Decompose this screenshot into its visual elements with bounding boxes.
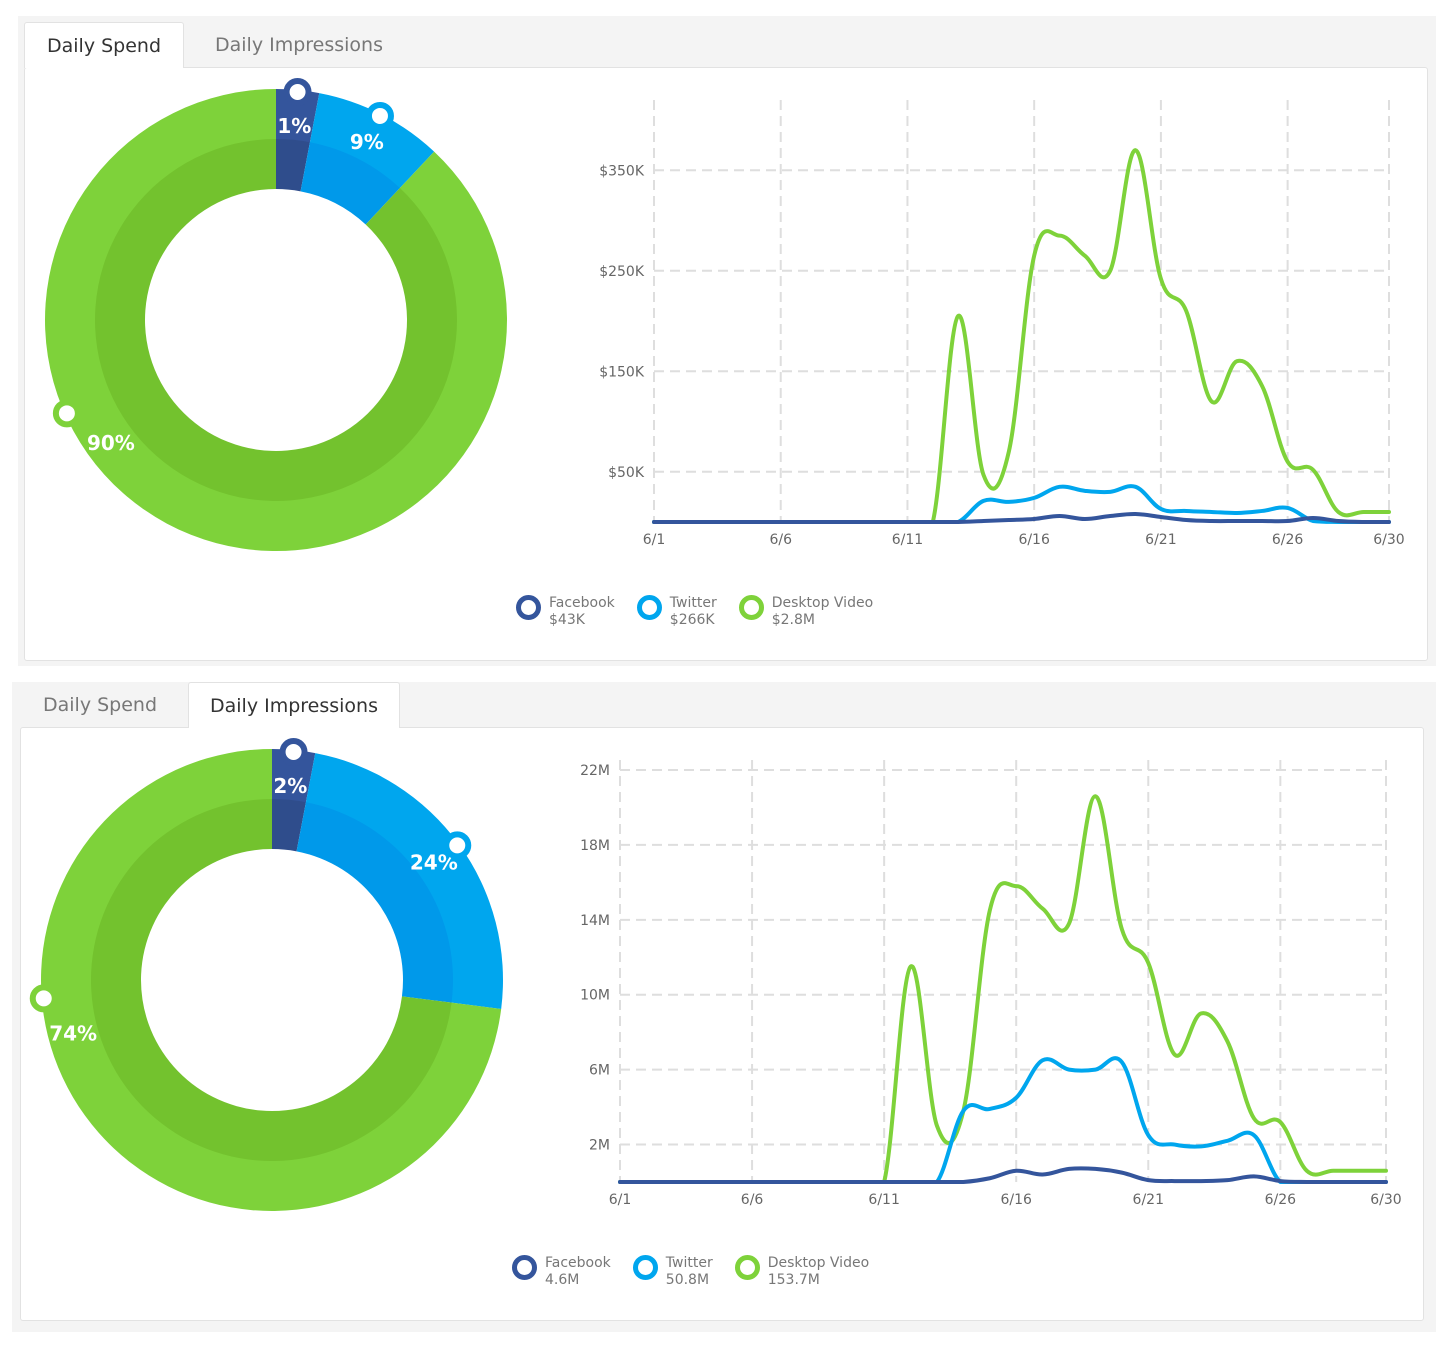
legend-item-desktop-video[interactable]: Desktop Video $2.8M	[738, 595, 874, 629]
legend-label: Desktop Video	[771, 595, 874, 611]
facebook-series-line[interactable]	[618, 1166, 1388, 1184]
x-tick-label: 6/16	[1000, 1192, 1032, 1208]
desktop-video-donut-marker[interactable]	[52, 399, 81, 428]
y-tick-label: 10M	[580, 988, 610, 1004]
x-tick-label: 6/26	[1272, 532, 1304, 548]
desktop-video-series-line[interactable]	[618, 794, 1388, 1184]
y-tick-label: 2M	[589, 1138, 610, 1154]
legend-value: $266K	[669, 612, 715, 628]
impressions-donut-chart: 2%24%74%	[29, 738, 504, 1211]
tab-daily-impressions[interactable]: Daily Impressions	[214, 34, 383, 56]
legend-label: Facebook	[549, 595, 615, 611]
legend-value: 50.8M	[665, 1272, 710, 1288]
tab-daily-impressions[interactable]: Daily Impressions	[188, 682, 400, 728]
legend-label: Twitter	[665, 1255, 713, 1271]
impressions-legend: Facebook 4.6M Twitter 50.8M Desktop Video 1…	[512, 1255, 891, 1289]
twitter-legend-icon	[636, 595, 662, 620]
legend-value: 153.7M	[767, 1272, 820, 1288]
facebook-donut-marker[interactable]	[283, 78, 312, 107]
legend-item-twitter[interactable]: Twitter $266K	[636, 595, 717, 629]
x-tick-label: 6/11	[892, 532, 923, 548]
legend-label: Twitter	[669, 595, 717, 611]
facebook-donut-segment[interactable]	[272, 749, 316, 804]
facebook-donut-marker[interactable]	[279, 738, 308, 767]
facebook-legend-icon	[512, 1255, 537, 1280]
facebook-donut-segment[interactable]	[276, 89, 320, 144]
x-tick-label: 6/6	[769, 532, 792, 548]
desktop-video-donut-marker[interactable]	[29, 984, 58, 1013]
x-tick-label: 6/1	[609, 1192, 632, 1208]
twitter-donut-marker[interactable]	[443, 831, 472, 860]
spend-legend: Facebook $43K Twitter $266K Desktop Video $…	[516, 595, 895, 629]
x-tick-label: 6/30	[1370, 1192, 1401, 1208]
tab-daily-spend[interactable]: Daily Spend	[42, 694, 158, 716]
x-tick-label: 6/21	[1133, 1192, 1164, 1208]
legend-label: Desktop Video	[767, 1255, 870, 1271]
desktop-video-legend-icon	[734, 1255, 760, 1280]
y-tick-label: 6M	[589, 1063, 610, 1079]
legend-item-twitter[interactable]: Twitter 50.8M	[632, 1255, 713, 1289]
twitter-percent-label: 9%	[350, 130, 384, 154]
x-tick-label: 6/11	[868, 1192, 899, 1208]
facebook-donut-inner-ring	[272, 799, 306, 852]
facebook-donut-inner-ring	[276, 139, 310, 192]
legend-value: $2.8M	[771, 612, 815, 628]
desktop-video-percent-label: 90%	[87, 431, 135, 455]
y-tick-label: 18M	[580, 838, 610, 854]
legend-value: 4.6M	[545, 1272, 580, 1288]
legend-item-desktop-video[interactable]: Desktop Video 153.7M	[734, 1255, 870, 1289]
tab-daily-spend[interactable]: Daily Spend	[24, 22, 184, 68]
legend-value: $43K	[549, 612, 585, 628]
x-tick-label: 6/21	[1145, 532, 1176, 548]
spend-line-chart: 6/1 6/6 6/11 6/16 6/21 6/26 6/30 $350K $250K $150…	[599, 100, 1405, 548]
twitter-donut-inner-ring	[300, 142, 400, 225]
twitter-series-line[interactable]	[652, 484, 1391, 524]
facebook-percent-label: 2%	[273, 774, 307, 798]
twitter-legend-icon	[632, 1255, 658, 1280]
twitter-donut-segment[interactable]	[305, 753, 504, 1009]
y-tick-label: $50K	[608, 465, 645, 481]
desktop-video-donut-inner-ring	[95, 139, 457, 501]
y-tick-label: $350K	[599, 163, 645, 179]
y-tick-label: 14M	[580, 913, 610, 929]
x-tick-label: 6/16	[1018, 532, 1050, 548]
y-tick-label: $150K	[599, 364, 645, 380]
x-tick-label: 6/26	[1265, 1192, 1297, 1208]
desktop-video-series-line[interactable]	[652, 148, 1391, 524]
x-tick-label: 6/30	[1373, 532, 1404, 548]
twitter-donut-marker[interactable]	[365, 101, 394, 130]
desktop-video-percent-label: 74%	[49, 1022, 97, 1046]
y-tick-label: 22M	[580, 763, 610, 779]
impressions-line-chart: 6/1 6/6 6/11 6/16 6/21 6/26 6/30 22M 18M 14M 10M 6M…	[580, 760, 1402, 1208]
legend-item-facebook[interactable]: Facebook $43K	[516, 595, 615, 629]
desktop-video-legend-icon	[738, 595, 764, 620]
facebook-percent-label: 1%	[277, 114, 311, 138]
y-tick-label: $250K	[599, 264, 645, 280]
x-tick-label: 6/1	[643, 532, 666, 548]
legend-label: Facebook	[545, 1255, 611, 1271]
facebook-series-line[interactable]	[652, 511, 1391, 524]
x-tick-label: 6/6	[741, 1192, 764, 1208]
twitter-donut-inner-ring	[296, 802, 453, 1003]
legend-item-facebook[interactable]: Facebook 4.6M	[512, 1255, 611, 1289]
facebook-legend-icon	[516, 595, 541, 620]
twitter-donut-segment[interactable]	[309, 93, 435, 189]
spend-donut-chart: 1% 9% 90%	[44, 78, 508, 551]
